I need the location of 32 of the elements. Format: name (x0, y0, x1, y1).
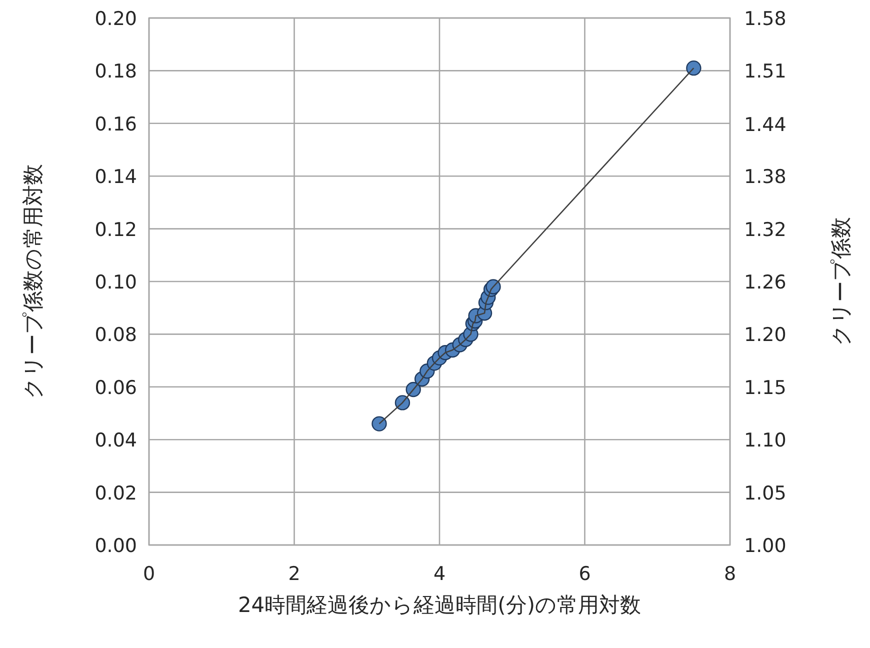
y-tick-label: 0.10 (94, 272, 137, 294)
y-axis-title: クリープ係数の常用対数 (21, 164, 45, 399)
y2-tick-label: 1.51 (744, 60, 786, 83)
x-tick-label: 6 (578, 563, 591, 585)
y2-tick-label: 1.00 (744, 535, 786, 557)
y2-tick-label: 1.32 (744, 218, 786, 241)
x-axis-title: 24時間経過後から経過時間(分)の常用対数 (238, 593, 642, 617)
y2-tick-label: 1.38 (744, 166, 786, 188)
x-tick-label: 8 (724, 563, 736, 585)
y2-tick-label: 1.15 (744, 376, 786, 399)
y-tick-label: 0.14 (94, 166, 137, 188)
y2-tick-label: 1.26 (744, 272, 786, 294)
y-tick-label: 0.06 (94, 376, 137, 399)
y2-axis-title: クリープ係数 (829, 217, 853, 346)
y-tick-label: 0.04 (94, 430, 137, 452)
x-tick-label: 2 (288, 563, 300, 585)
y-tick-label: 0.02 (94, 482, 137, 504)
y2-tick-label: 1.10 (744, 430, 786, 452)
y-tick-label: 0.12 (94, 218, 137, 241)
x-tick-label: 0 (142, 563, 156, 585)
y-tick-label: 0.08 (94, 324, 137, 346)
x-tick-label: 4 (433, 563, 446, 585)
y2-tick-label: 1.44 (744, 114, 786, 136)
point (686, 60, 702, 76)
y2-tick-label: 1.05 (744, 482, 786, 504)
point (372, 416, 387, 432)
y2-tick-label: 1.58 (744, 8, 786, 30)
y2-tick-label: 1.20 (744, 324, 786, 346)
y-tick-label: 0.18 (94, 60, 137, 83)
y-tick-label: 0.16 (94, 113, 137, 136)
y-tick-label: 0.00 (94, 535, 137, 557)
y-tick-label: 0.20 (94, 8, 137, 30)
